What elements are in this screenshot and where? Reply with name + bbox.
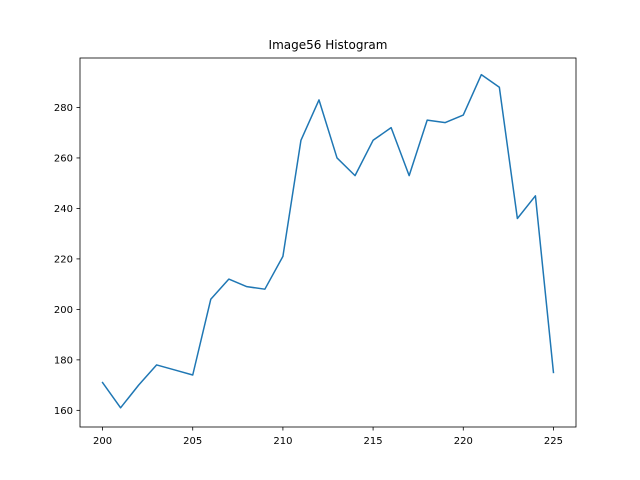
x-tick-label: 220 — [454, 436, 473, 447]
y-tick-label: 220 — [54, 254, 73, 265]
y-tick-label: 240 — [54, 204, 73, 215]
y-tick-label: 200 — [54, 305, 73, 316]
x-tick-label: 225 — [544, 436, 563, 447]
series-line-0 — [101, 73, 555, 409]
x-tick-label: 210 — [273, 436, 292, 447]
chart-title: Image56 Histogram — [269, 38, 388, 52]
x-tick-label: 200 — [93, 436, 112, 447]
y-tick-label: 260 — [54, 153, 73, 164]
axes-frame — [79, 57, 577, 428]
y-tick-label: 180 — [54, 355, 73, 366]
x-tick-label: 205 — [183, 436, 202, 447]
plot-area: 200 205 210 215 220 225 160 180 200 220 240 260 280 — [54, 57, 577, 447]
y-tick-label: 160 — [54, 406, 73, 417]
y-tick-label: 280 — [54, 103, 73, 114]
x-tick-label: 215 — [364, 436, 383, 447]
